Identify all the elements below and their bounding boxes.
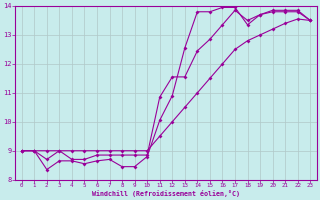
X-axis label: Windchill (Refroidissement éolien,°C): Windchill (Refroidissement éolien,°C)	[92, 190, 240, 197]
